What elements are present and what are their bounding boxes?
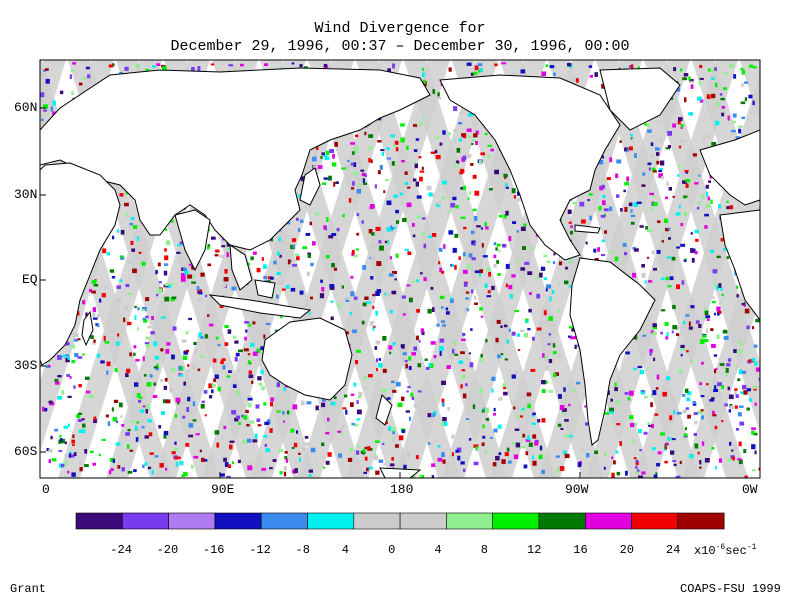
- lon-label-90w: 90W: [565, 482, 589, 497]
- colorbar-swatch: [75, 512, 123, 530]
- lat-label-30s: 30S: [14, 358, 38, 373]
- colorbar-tick-label: 12: [527, 543, 542, 557]
- colorbar-swatch: [399, 512, 447, 530]
- footer-credit: COAPS-FSU 1999: [680, 582, 781, 596]
- coastlines: [40, 67, 760, 478]
- colorbar-tick-label: -24: [110, 543, 132, 557]
- colorbar-swatch: [677, 512, 725, 530]
- lon-label-180: 180: [390, 482, 414, 497]
- colorbar-swatch: [214, 512, 262, 530]
- lat-label-eq: EQ: [22, 272, 38, 287]
- colorbar-swatch: [631, 512, 679, 530]
- colorbar-tick-label: 16: [573, 543, 588, 557]
- colorbar-tick-label: 24: [665, 543, 681, 557]
- colorbar-swatch: [307, 512, 355, 530]
- map-title-line2: December 29, 1996, 00:37 – December 30, …: [170, 38, 630, 55]
- colorbar-swatch: [446, 512, 493, 530]
- colorbar-swatch: [353, 512, 401, 530]
- colorbar-unit: x10-6sec-1: [694, 543, 757, 558]
- colorbar-tick-label: 4: [434, 543, 442, 557]
- colorbar-tick-label: 8: [480, 543, 488, 557]
- lat-label-60s: 60S: [14, 444, 38, 459]
- lon-label-0w: 0W: [742, 482, 758, 497]
- colorbar-swatch: [538, 512, 586, 530]
- colorbar-swatch: [122, 512, 169, 530]
- colorbar-tick-label: -20: [156, 543, 179, 557]
- colorbar-swatch: [492, 512, 540, 530]
- colorbar-tick-label: -8: [295, 543, 310, 557]
- colorbar: [75, 512, 725, 530]
- colorbar-swatch: [168, 512, 216, 530]
- colorbar-swatch: [260, 512, 308, 530]
- lat-label-30n: 30N: [14, 187, 38, 202]
- lat-label-60n: 60N: [14, 100, 38, 115]
- lon-label-0: 0: [42, 482, 50, 497]
- colorbar-tick-label: -16: [202, 543, 225, 557]
- footer-author: Grant: [10, 582, 47, 596]
- map-title-line1: Wind Divergence for: [314, 20, 486, 37]
- colorbar-tick-label: -12: [249, 543, 271, 557]
- colorbar-tick-label: 0: [388, 543, 396, 557]
- lon-label-90e: 90E: [211, 482, 235, 497]
- colorbar-tick-label: 20: [619, 543, 634, 557]
- colorbar-swatch: [584, 512, 632, 530]
- colorbar-tick-label: 4: [341, 543, 349, 557]
